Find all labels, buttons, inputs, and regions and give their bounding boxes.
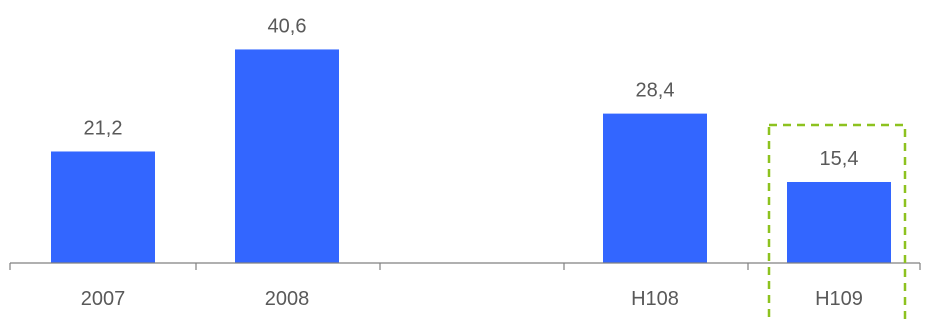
bar-value-label: 15,4 — [820, 148, 859, 170]
bar — [51, 151, 155, 263]
bar — [235, 49, 339, 263]
bar — [603, 113, 707, 263]
bar-value-label: 40,6 — [268, 15, 307, 37]
bars-layer — [51, 49, 891, 263]
category-label: 2007 — [81, 288, 126, 310]
category-label: 2008 — [265, 288, 310, 310]
category-label: H109 — [815, 288, 863, 310]
bar — [787, 181, 891, 263]
category-labels-layer: 2007 2008 H108 H109 — [81, 288, 863, 310]
value-labels-layer: 21,2 40,6 28,4 15,4 — [84, 15, 859, 170]
x-axis-ticks — [9, 263, 921, 270]
bar-value-label: 28,4 — [636, 80, 675, 102]
bar-value-label: 21,2 — [84, 117, 123, 139]
category-label: H108 — [631, 288, 679, 310]
